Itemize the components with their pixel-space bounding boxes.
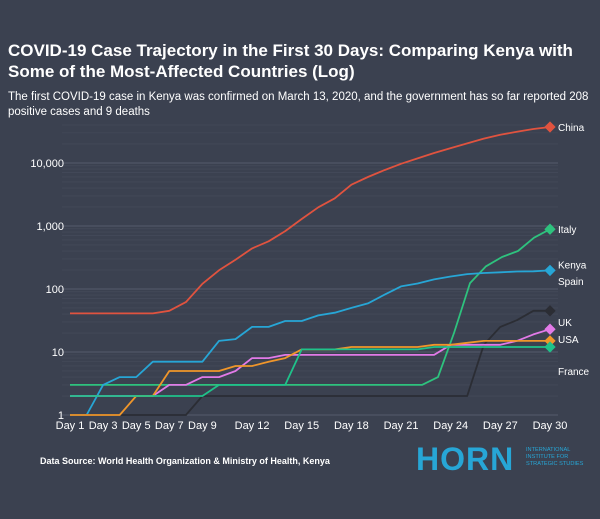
series-end-marker-spain [544, 305, 556, 317]
y-tick-label: 10,000 [30, 158, 64, 170]
series-end-marker-china [544, 121, 556, 133]
x-tick-label: Day 15 [284, 420, 319, 432]
horn-logo: HORN International Institute for Strateg… [416, 441, 583, 478]
chart-subtitle: The first COVID-19 case in Kenya was con… [8, 91, 589, 118]
x-tick-label: Day 21 [384, 420, 419, 432]
x-tick-label: Day 24 [433, 420, 468, 432]
x-tick-label: Day 18 [334, 420, 369, 432]
series-end-marker-uk [544, 323, 556, 335]
series-end-marker-kenya [544, 264, 556, 277]
y-tick-label: 100 [46, 284, 64, 296]
x-tick-label: Day 5 [122, 420, 151, 432]
data-source-note: Data Source: World Health Organization &… [40, 456, 330, 466]
x-tick-label: Day 9 [188, 420, 217, 432]
x-tick-label: Day 12 [235, 420, 270, 432]
series-line-spain [70, 309, 550, 416]
series-end-marker-france [544, 341, 556, 353]
series-label-uk: UK [558, 318, 572, 329]
logo-wordmark: HORN [416, 441, 515, 477]
series-label-usa: USA [558, 335, 579, 346]
x-tick-label: Day 27 [483, 420, 518, 432]
series-end-marker-italy [544, 223, 556, 235]
series-line-italy [70, 228, 551, 386]
x-tick-label: Day 7 [155, 420, 184, 432]
logo-tagline: International Institute for Strategic St… [526, 447, 584, 467]
series-line-kenya [70, 269, 551, 416]
series-label-italy: Italy [558, 225, 576, 236]
series-end-marker-usa [544, 335, 556, 347]
series-label-china: China [558, 123, 585, 134]
y-tick-label: 1,000 [36, 221, 64, 233]
series-label-kenya: Kenya [558, 260, 587, 271]
series-label-spain: Spain [558, 277, 584, 288]
series-line-china [70, 126, 551, 315]
series-label-france: France [558, 367, 590, 378]
series-line-france [70, 346, 550, 397]
y-tick-label: 1 [58, 410, 64, 422]
y-tick-label: 10 [52, 347, 64, 359]
x-tick-label: Day 3 [89, 420, 118, 432]
x-tick-label: Day 1 [56, 420, 85, 432]
chart-title: COVID-19 Case Trajectory in the First 30… [8, 41, 573, 81]
x-tick-label: Day 30 [533, 420, 568, 432]
